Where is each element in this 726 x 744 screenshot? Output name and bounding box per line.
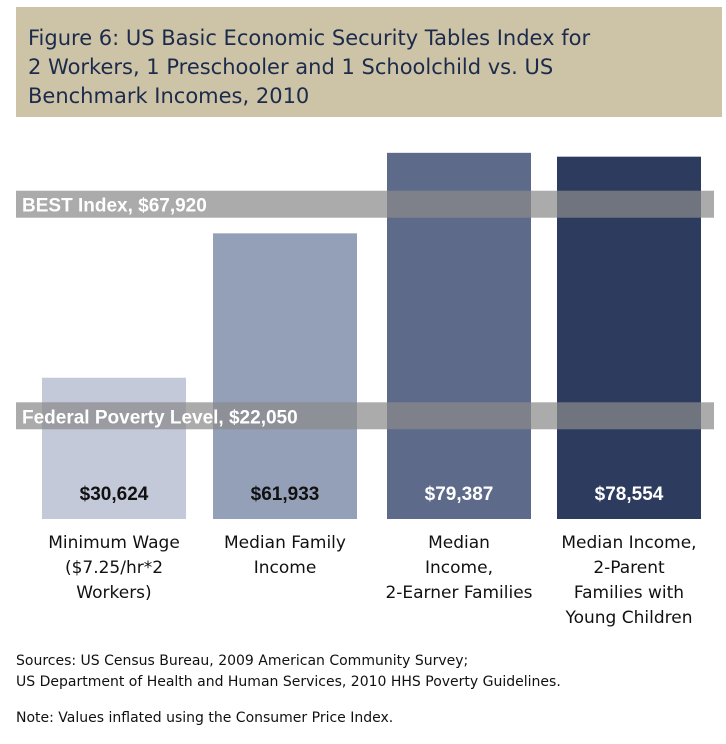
category-label-line: Income, bbox=[425, 558, 493, 578]
figure-header: Figure 6: US Basic Economic Security Tab… bbox=[16, 7, 722, 117]
sources: Sources: US Census Bureau, 2009 American… bbox=[16, 651, 716, 693]
value-label: $79,387 bbox=[425, 484, 494, 505]
reference-label: BEST Index, $67,920 bbox=[22, 196, 207, 217]
bar bbox=[213, 233, 357, 519]
note: Note: Values inflated using the Consumer… bbox=[16, 710, 394, 726]
title-line: 2 Workers, 1 Preschooler and 1 Schoolchi… bbox=[28, 55, 554, 79]
category-label-line: 2-Parent bbox=[593, 558, 665, 578]
reference-band bbox=[16, 190, 714, 218]
figure-title: Figure 6: US Basic Economic Security Tab… bbox=[28, 24, 678, 111]
category-label-line: Median Income, bbox=[561, 533, 696, 553]
category-label-line: Young Children bbox=[564, 608, 692, 628]
sources-line: Sources: US Census Bureau, 2009 American… bbox=[16, 653, 469, 669]
category-label-line: Income bbox=[254, 558, 317, 578]
category-label-line: Minimum Wage bbox=[48, 533, 180, 553]
reference-band bbox=[16, 402, 714, 430]
category-label: Median Income, 2-Parent Families with Young… bbox=[561, 533, 696, 628]
category-label-line: 2-Earner Families bbox=[385, 583, 532, 603]
category-label: Median Family Income bbox=[224, 533, 346, 578]
value-label: $61,933 bbox=[251, 484, 320, 505]
reference-label: Federal Poverty Level, $22,050 bbox=[22, 407, 298, 428]
category-label-line: Median bbox=[428, 533, 490, 553]
title-line: Figure 6: US Basic Economic Security Tab… bbox=[28, 26, 591, 50]
category-label: Minimum Wage ($7.25/hr*2 Workers) bbox=[48, 533, 180, 603]
category-label-line: ($7.25/hr*2 bbox=[65, 558, 163, 578]
bar bbox=[42, 377, 186, 519]
category-label-line: Workers) bbox=[76, 583, 151, 603]
category-label-line: Families with bbox=[574, 583, 684, 603]
sources-line: US Department of Health and Human Servic… bbox=[16, 674, 561, 690]
category-label: Median Income, 2-Earner Families bbox=[385, 533, 532, 603]
value-label: $30,624 bbox=[80, 484, 149, 505]
title-line: Benchmark Incomes, 2010 bbox=[28, 84, 310, 108]
value-label: $78,554 bbox=[595, 484, 664, 505]
category-label-line: Median Family bbox=[224, 533, 346, 553]
